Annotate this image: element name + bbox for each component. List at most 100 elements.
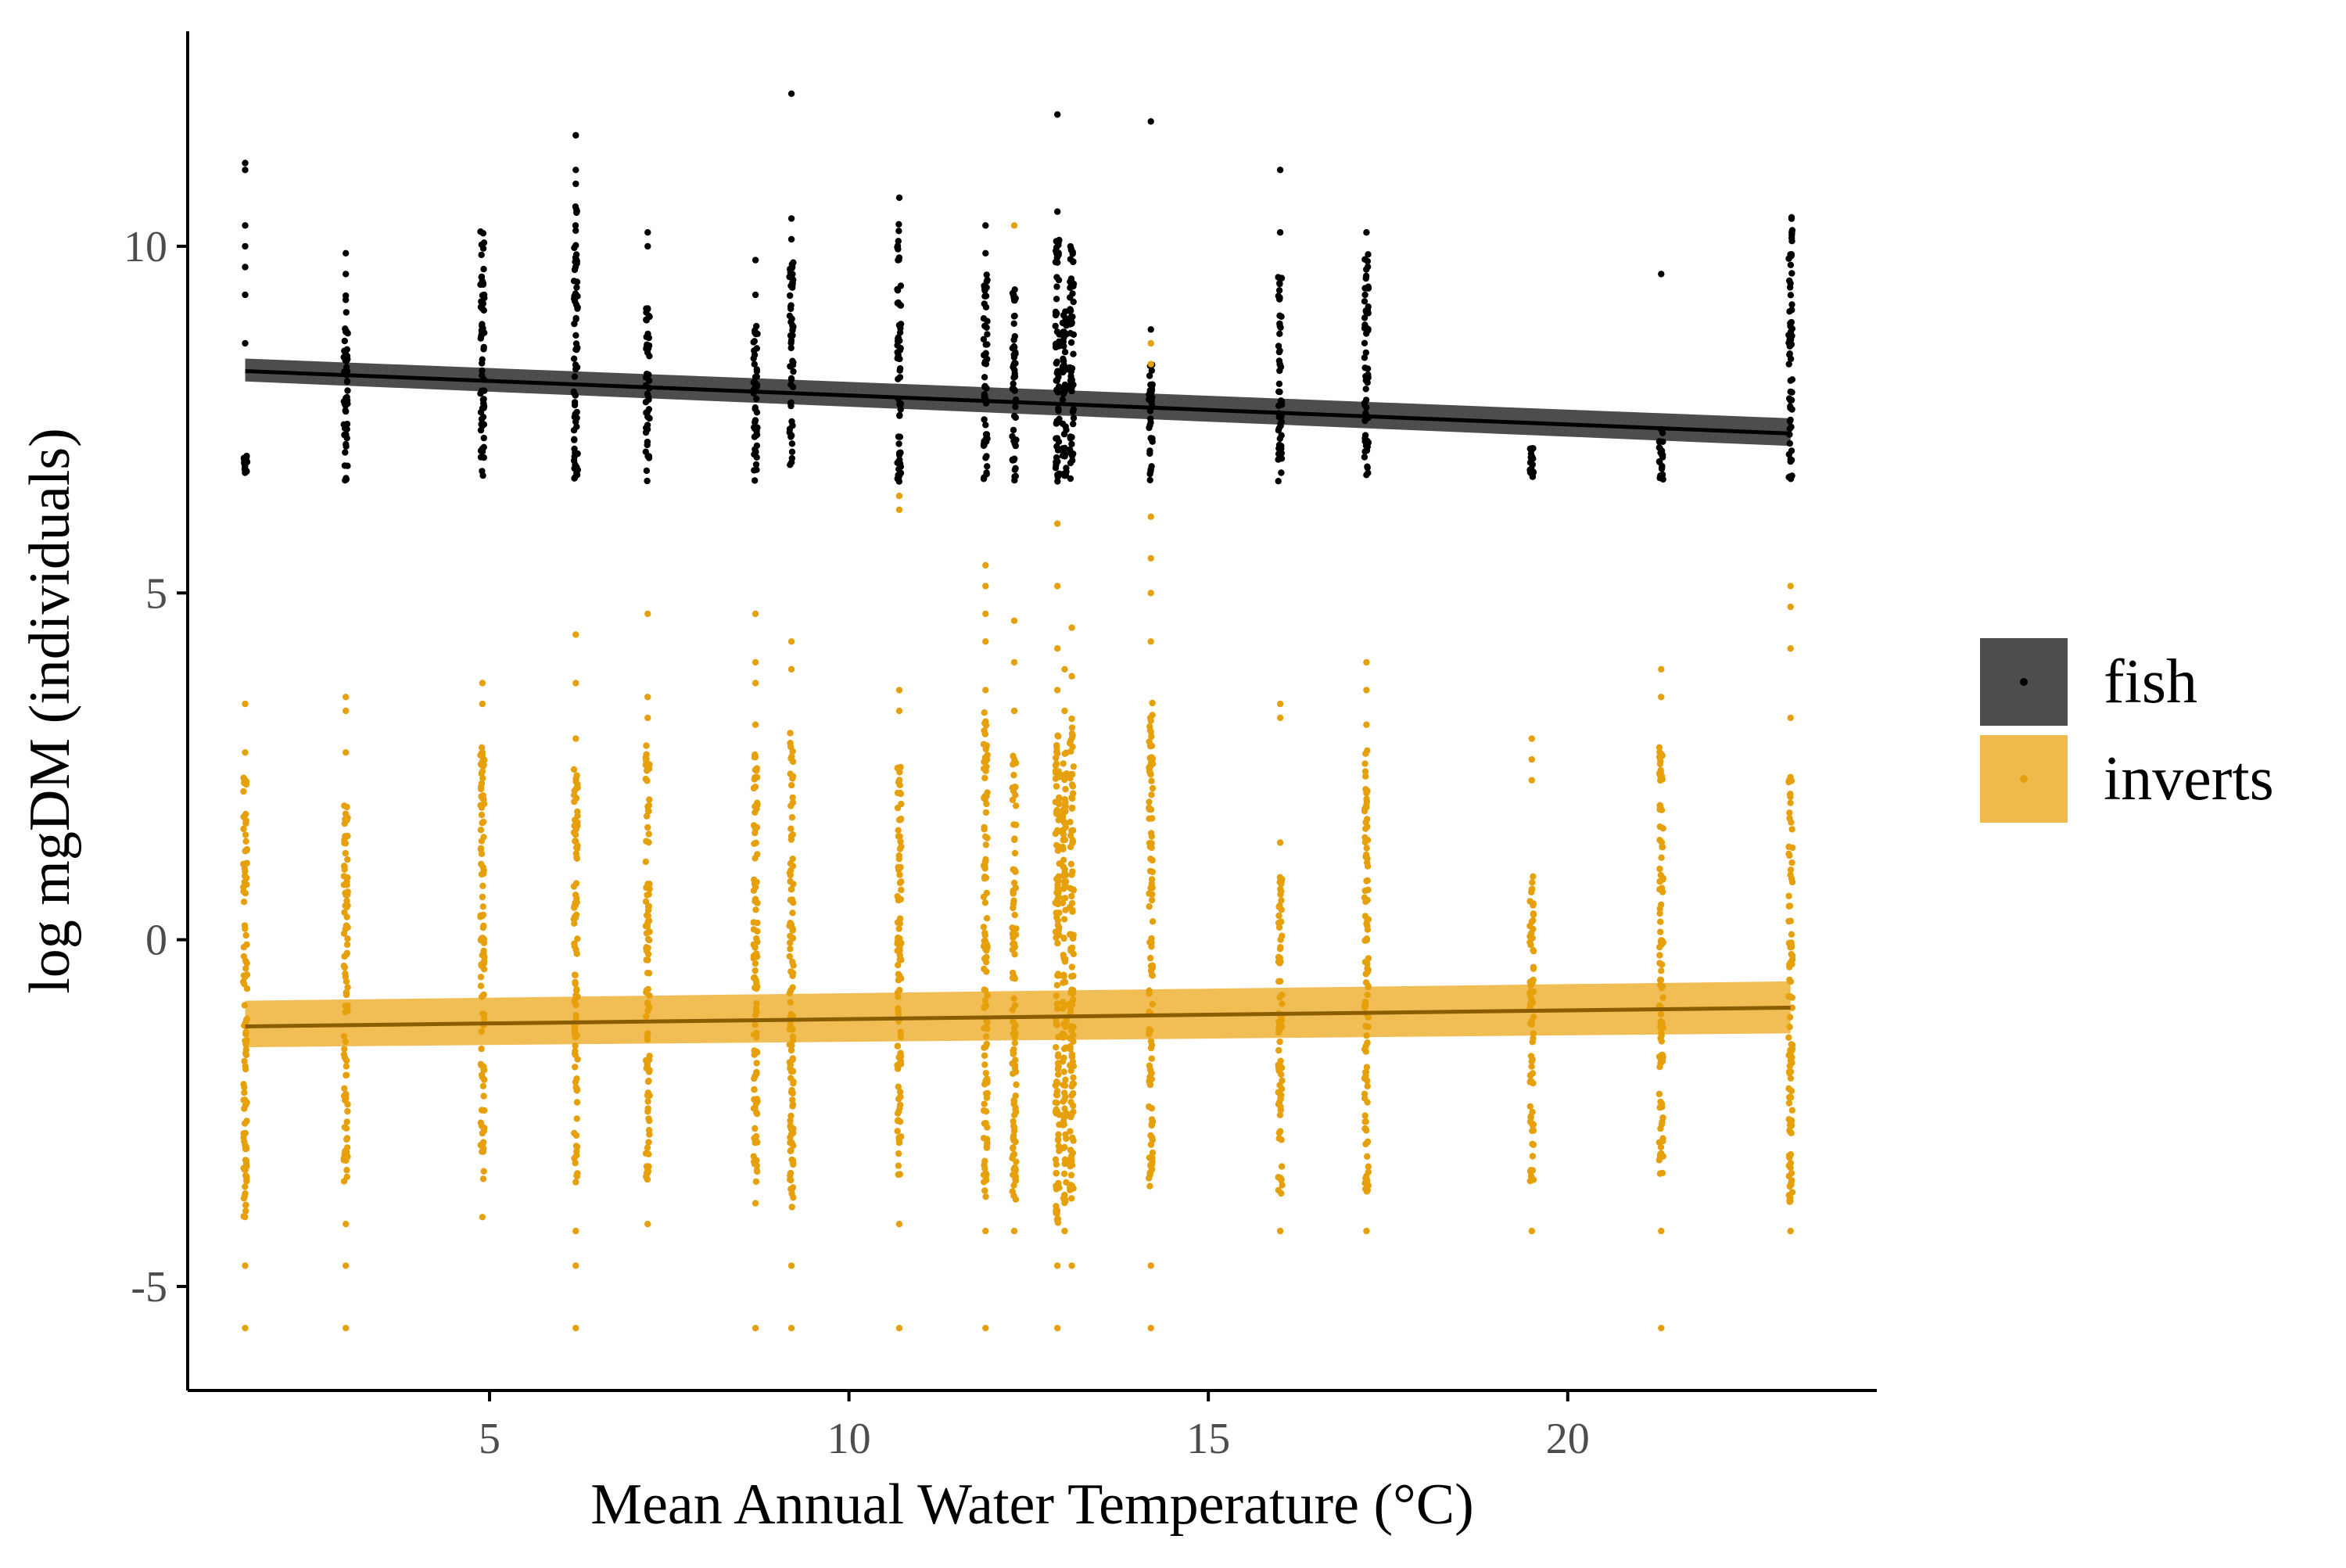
fish-point-col8-52 (983, 469, 990, 476)
fish-point-col9-36 (1010, 320, 1017, 327)
inverts-point-col8-96 (981, 987, 989, 994)
fish-point-col17-22 (1659, 462, 1666, 470)
inverts-point-col6-94 (786, 869, 794, 877)
inverts-point-col16-60 (1529, 1070, 1537, 1077)
inverts-extra-point-2 (895, 492, 903, 500)
inverts-point-col18-51 (1785, 1162, 1792, 1169)
fish-outlier-col0-7 (242, 160, 249, 167)
inverts-outlier-col9-2 (1010, 658, 1018, 666)
fish-point-col14-51 (1278, 469, 1285, 476)
inverts-point-col4-58 (644, 935, 652, 943)
inverts-point-col15-68 (1362, 773, 1369, 780)
fish-point-col14-21 (1276, 347, 1283, 354)
inverts-point-col5-46 (752, 967, 759, 974)
inverts-point-col1-82 (340, 881, 348, 888)
inverts-point-col8-64 (981, 874, 988, 881)
fish-point-col10-61 (1053, 418, 1060, 425)
fish-outlier-col1-1 (343, 249, 350, 257)
inverts-point-col7-91 (898, 956, 905, 963)
fish-point-col4-38 (643, 345, 650, 352)
fish-point-col9-44 (1012, 350, 1019, 357)
fish-point-col11-39 (1060, 328, 1067, 335)
inverts-point-col0-89 (243, 985, 251, 992)
fish-point-col15-57 (1362, 442, 1370, 449)
fish-point-col5-23 (752, 461, 760, 468)
fish-point-col1-45 (340, 421, 347, 428)
inverts-point-col6-49 (787, 1134, 794, 1141)
inverts-point-col7-15 (896, 871, 903, 878)
fish-point-col4-42 (645, 334, 652, 342)
inverts-point-col17-71 (1656, 878, 1663, 885)
inverts-point-col16-66 (1529, 885, 1536, 893)
fish-point-col12-12 (1070, 420, 1077, 428)
inverts-point-col7-83 (895, 925, 902, 932)
inverts-outlier-col3-0 (572, 1227, 579, 1235)
inverts-point-col4-90 (644, 1108, 651, 1115)
inverts-point-col11-45 (1060, 760, 1067, 767)
inverts-point-col6-96 (790, 899, 797, 906)
inverts-outlier-col8-6 (982, 562, 989, 569)
inverts-extra-point-0 (1010, 222, 1018, 229)
inverts-point-col6-106 (788, 1186, 795, 1193)
inverts-point-col8-53 (982, 1077, 989, 1085)
inverts-point-col9-89 (1012, 1106, 1019, 1113)
inverts-point-col2-87 (480, 1168, 487, 1175)
inverts-point-col14-75 (1278, 1071, 1285, 1078)
inverts-point-col6-76 (788, 1204, 795, 1211)
inverts-point-col14-29 (1276, 1038, 1283, 1046)
inverts-point-col2-23 (478, 1045, 485, 1053)
inverts-point-col0-48 (240, 1081, 247, 1088)
inverts-point-col10-61 (1053, 1000, 1061, 1007)
fish-point-col11-40 (1062, 317, 1070, 324)
inverts-point-col11-98 (1062, 1076, 1069, 1083)
fish-point-col2-20 (480, 454, 487, 461)
inverts-point-col6-48 (789, 984, 796, 991)
inverts-point-col8-91 (981, 795, 988, 803)
inverts-point-col6-101 (787, 968, 795, 975)
inverts-point-col12-64 (1070, 1090, 1077, 1097)
inverts-point-col10-10 (1054, 1005, 1061, 1013)
fish-outlier-col6-1 (787, 215, 795, 222)
fish-point-col1-32 (343, 443, 350, 450)
inverts-point-col18-80 (1788, 960, 1795, 967)
inverts-point-col17-97 (1658, 1029, 1665, 1037)
inverts-outlier-col18-3 (1787, 603, 1794, 611)
inverts-point-col2-81 (479, 863, 486, 871)
inverts-point-col9-66 (1009, 969, 1017, 977)
inverts-point-col5-54 (753, 1034, 760, 1041)
inverts-point-col18-75 (1785, 1034, 1792, 1041)
inverts-point-col4-67 (644, 1030, 651, 1037)
fish-outlier-col0-5 (242, 222, 249, 229)
fish-point-col13-34 (1148, 396, 1155, 403)
inverts-point-col8-63 (983, 915, 991, 922)
fish-point-col6-35 (787, 399, 795, 406)
inverts-point-col14-49 (1277, 1057, 1284, 1064)
inverts-point-col0-18 (243, 1118, 250, 1125)
inverts-point-col7-82 (896, 1104, 903, 1112)
inverts-outlier-col1-3 (343, 749, 350, 756)
inverts-point-col6-84 (789, 758, 797, 766)
inverts-point-col6-99 (789, 1067, 797, 1075)
inverts-point-col1-49 (343, 1167, 350, 1174)
fish-point-col15-55 (1363, 472, 1370, 479)
inverts-point-col12-69 (1067, 819, 1074, 826)
inverts-point-col8-78 (983, 1136, 991, 1143)
inverts-point-col10-42 (1056, 924, 1063, 931)
inverts-point-col0-93 (243, 1099, 250, 1106)
inverts-point-col0-98 (242, 957, 249, 965)
fish-point-col3-67 (570, 457, 578, 465)
inverts-point-col5-89 (751, 1161, 759, 1168)
inverts-point-col10-14 (1053, 1161, 1060, 1168)
fish-point-col16-14 (1528, 446, 1536, 453)
fish-point-col18-58 (1786, 351, 1793, 358)
inverts-point-col6-47 (787, 945, 794, 953)
fish-point-col4-45 (643, 309, 650, 316)
inverts-point-col18-91 (1785, 1052, 1792, 1059)
inverts-point-col13-82 (1148, 876, 1156, 883)
inverts-point-col7-3 (895, 1150, 902, 1157)
fish-point-col7-56 (895, 257, 902, 264)
inverts-point-col8-103 (982, 1193, 989, 1200)
inverts-point-col3-81 (572, 838, 579, 845)
fish-point-col7-33 (895, 465, 902, 473)
inverts-point-col6-87 (787, 730, 794, 737)
